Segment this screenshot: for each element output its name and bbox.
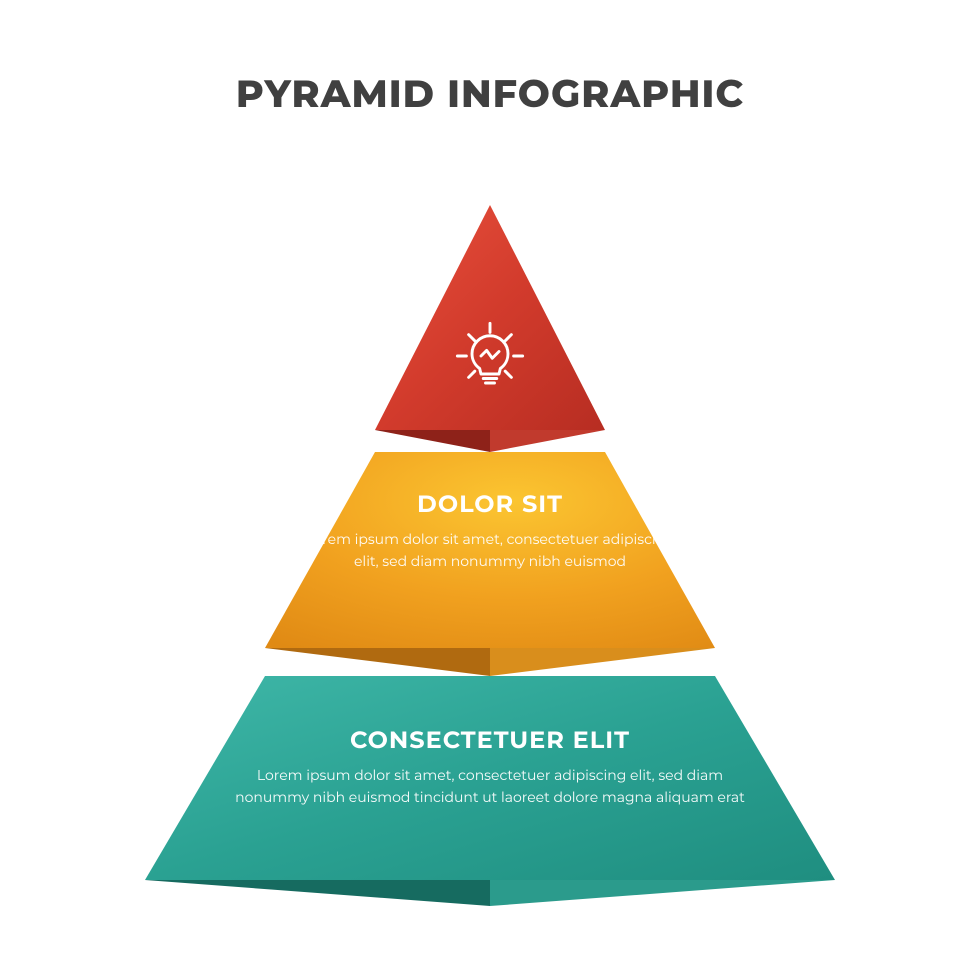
layer-heading: CONSECTETUER ELIT <box>225 726 755 755</box>
layer-middle-text: DOLOR SIT Lorem ipsum dolor sit amet, co… <box>300 490 680 572</box>
layer-base-right <box>490 880 835 906</box>
layer-base-left <box>145 880 490 906</box>
layer-base-left <box>265 648 490 676</box>
layer-heading: DOLOR SIT <box>300 490 680 519</box>
pyramid-infographic: PYRAMID INFOGRAPHIC <box>0 0 980 980</box>
layer-base-right <box>490 430 605 452</box>
layer-face <box>375 205 605 430</box>
layer-body: Lorem ipsum dolor sit amet, consectetuer… <box>300 529 680 572</box>
layer-base-right <box>490 648 715 676</box>
layer-bottom-text: CONSECTETUER ELIT Lorem ipsum dolor sit … <box>225 726 755 808</box>
layer-base-left <box>375 430 490 452</box>
layer-body: Lorem ipsum dolor sit amet, consectetuer… <box>225 765 755 808</box>
lightbulb-icon <box>454 320 526 392</box>
